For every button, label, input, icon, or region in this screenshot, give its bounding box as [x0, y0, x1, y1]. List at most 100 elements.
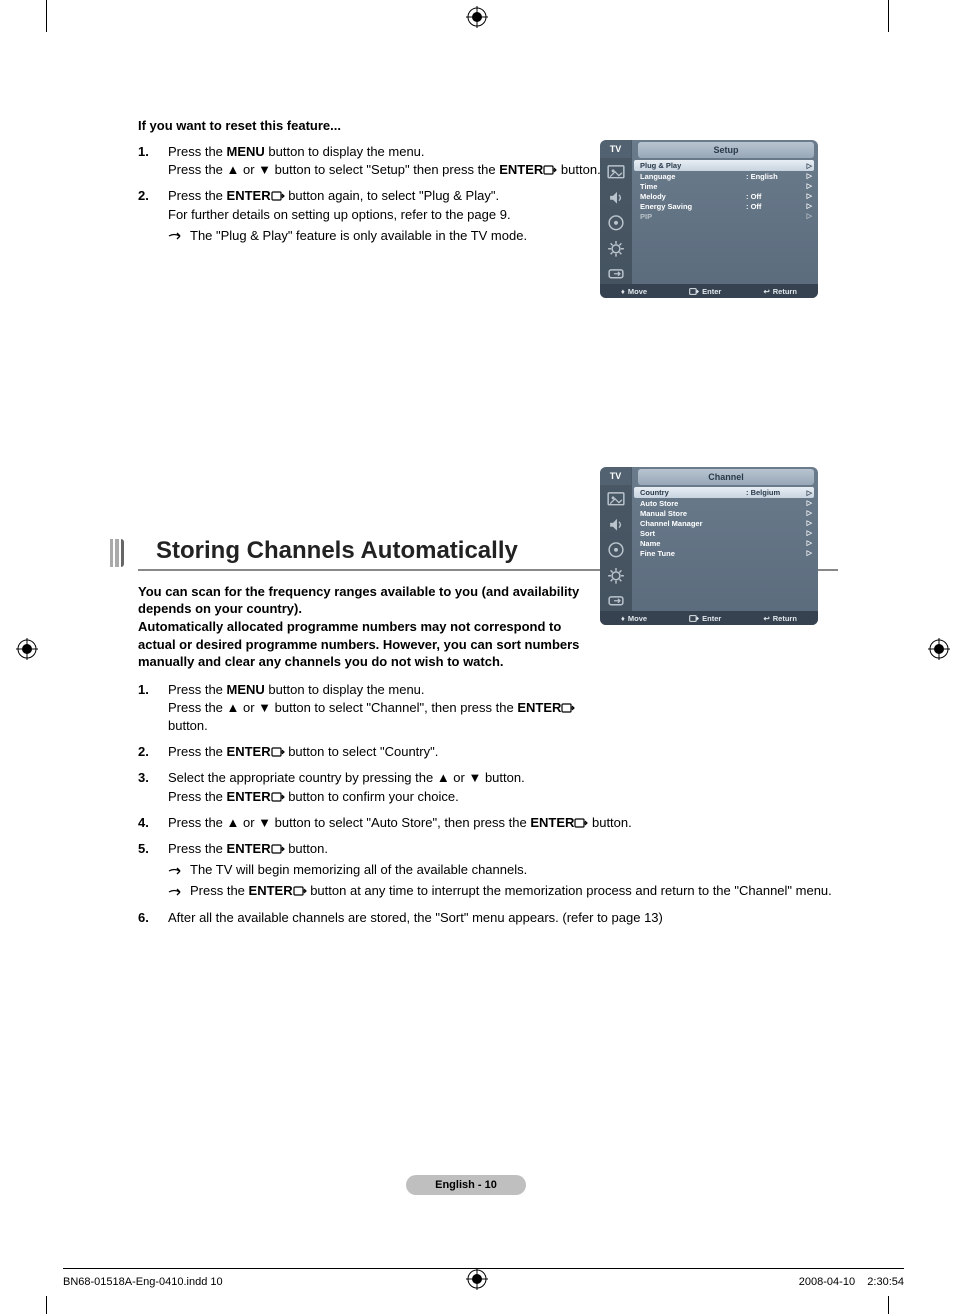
osd-row-label: Time [636, 182, 746, 191]
osd-move-hint: ♦Move [621, 614, 647, 623]
enter-icon [293, 885, 307, 897]
osd-menu-row: Time▷ [636, 181, 812, 191]
step-number: 6. [138, 909, 168, 927]
step-note: Press the ENTER button at any time to in… [168, 882, 838, 900]
osd-setup-screenshot: TV Setup Plug & Play▷Language: English▷T… [600, 140, 818, 298]
osd-row-value: : Off [746, 202, 802, 211]
picture-icon [606, 489, 626, 509]
enter-icon [561, 702, 575, 714]
note-arrow-icon [168, 887, 186, 897]
osd-footer: ♦Move Enter ↩Return [600, 284, 818, 298]
page-reference: page 9 [467, 207, 507, 222]
step-body: Press the ▲ or ▼ button to select "Auto … [168, 814, 838, 832]
store-steps-list: 1. Press the MENU button to display the … [138, 681, 838, 927]
osd-header: TV Setup [600, 140, 818, 158]
osd-menu-row: Melody: Off▷ [636, 191, 812, 201]
osd-menu-row: Channel Manager ▷ [636, 518, 812, 528]
osd-footer: ♦Move Enter ↩Return [600, 611, 818, 625]
step-number: 2. [138, 743, 168, 761]
step-number: 5. [138, 840, 168, 901]
step-number: 3. [138, 769, 168, 805]
channel-icon [606, 540, 626, 560]
registration-mark-icon [928, 638, 950, 660]
chevron-right-icon: ▷ [802, 202, 812, 210]
setup-icon [606, 239, 626, 259]
osd-move-hint: ♦Move [621, 287, 647, 296]
return-icon: ↩ [763, 287, 769, 296]
osd-row-label: Energy Saving [636, 202, 746, 211]
step-number: 2. [138, 187, 168, 245]
osd-header: TV Channel [600, 467, 818, 485]
osd-row-label: Country [636, 488, 746, 497]
setup-icon [606, 566, 626, 586]
step-number: 1. [138, 681, 168, 736]
osd-row-label: Channel Manager [636, 519, 746, 528]
menu-label: MENU [227, 144, 265, 159]
store-step-4: 4. Press the ▲ or ▼ button to select "Au… [138, 814, 838, 832]
osd-row-value: : Belgium [746, 488, 802, 497]
step-body: Press the ENTER button to select "Countr… [168, 743, 838, 761]
enter-icon [689, 614, 699, 623]
osd-body: Country: Belgium▷Auto Store▷Manual Store… [600, 485, 818, 611]
step-number: 4. [138, 814, 168, 832]
chevron-right-icon: ▷ [802, 519, 812, 527]
footer-rule [63, 1268, 904, 1269]
osd-menu-row: Auto Store ▷ [636, 498, 812, 508]
step-body: Press the MENU button to display the men… [168, 681, 838, 736]
enter-icon [574, 817, 588, 829]
osd-menu-row: Fine Tune▷ [636, 548, 812, 558]
osd-sidebar [600, 158, 632, 284]
osd-row-label: Name [636, 539, 746, 548]
chevron-right-icon: ▷ [802, 549, 812, 557]
chevron-right-icon: ▷ [802, 499, 812, 507]
registration-mark-icon [466, 6, 488, 28]
registration-mark-icon [16, 638, 38, 660]
input-icon [606, 591, 626, 611]
osd-body: Plug & Play▷Language: English▷Time▷Melod… [600, 158, 818, 284]
osd-row-label: Manual Store [636, 509, 746, 518]
enter-label: ENTER [499, 162, 543, 177]
step-number: 1. [138, 143, 168, 179]
reset-heading: If you want to reset this feature... [138, 118, 838, 133]
chevron-right-icon: ▷ [802, 172, 812, 180]
osd-row-value: : English [746, 172, 802, 181]
osd-tv-label: TV [600, 467, 632, 485]
osd-row-label: Language [636, 172, 746, 181]
store-step-1: 1. Press the MENU button to display the … [138, 681, 838, 736]
footer-filename: BN68-01518A-Eng-0410.indd 10 [63, 1276, 223, 1288]
osd-channel-screenshot: TV Channel Country: Belgium▷Auto Store▷M… [600, 467, 818, 625]
chevron-right-icon: ▷ [802, 529, 812, 537]
store-step-3: 3. Select the appropriate country by pre… [138, 769, 838, 805]
step-body: Select the appropriate country by pressi… [168, 769, 838, 805]
osd-menu: Plug & Play▷Language: English▷Time▷Melod… [632, 158, 818, 284]
enter-label: ENTER [227, 188, 271, 203]
enter-icon [271, 190, 285, 202]
osd-row-label: Plug & Play [636, 161, 746, 170]
crop-mark [888, 1296, 889, 1314]
osd-enter-hint: Enter [689, 287, 721, 296]
chevron-right-icon: ▷ [802, 212, 812, 220]
enter-icon [271, 791, 285, 803]
registration-mark-icon [466, 1268, 488, 1290]
enter-icon [689, 287, 699, 296]
picture-icon [606, 162, 626, 182]
osd-row-label: Auto Store [636, 499, 746, 508]
chevron-right-icon: ▷ [802, 162, 812, 170]
crop-mark [888, 0, 889, 32]
osd-menu-row: Manual Store▷ [636, 508, 812, 518]
chevron-right-icon: ▷ [802, 489, 812, 497]
chevron-right-icon: ▷ [802, 192, 812, 200]
osd-title: Setup [638, 142, 814, 158]
osd-menu-row: Country: Belgium▷ [634, 487, 814, 498]
channel-icon [606, 213, 626, 233]
osd-menu-row: Plug & Play ▷ [634, 160, 814, 171]
osd-menu: Country: Belgium▷Auto Store▷Manual Store… [632, 485, 818, 611]
sound-icon [606, 515, 626, 535]
note-arrow-icon [168, 866, 186, 876]
enter-icon [271, 843, 285, 855]
chevron-right-icon: ▷ [802, 539, 812, 547]
enter-icon [543, 164, 557, 176]
step-note: The TV will begin memorizing all of the … [168, 861, 838, 879]
sound-icon [606, 188, 626, 208]
crop-mark [46, 1296, 47, 1314]
